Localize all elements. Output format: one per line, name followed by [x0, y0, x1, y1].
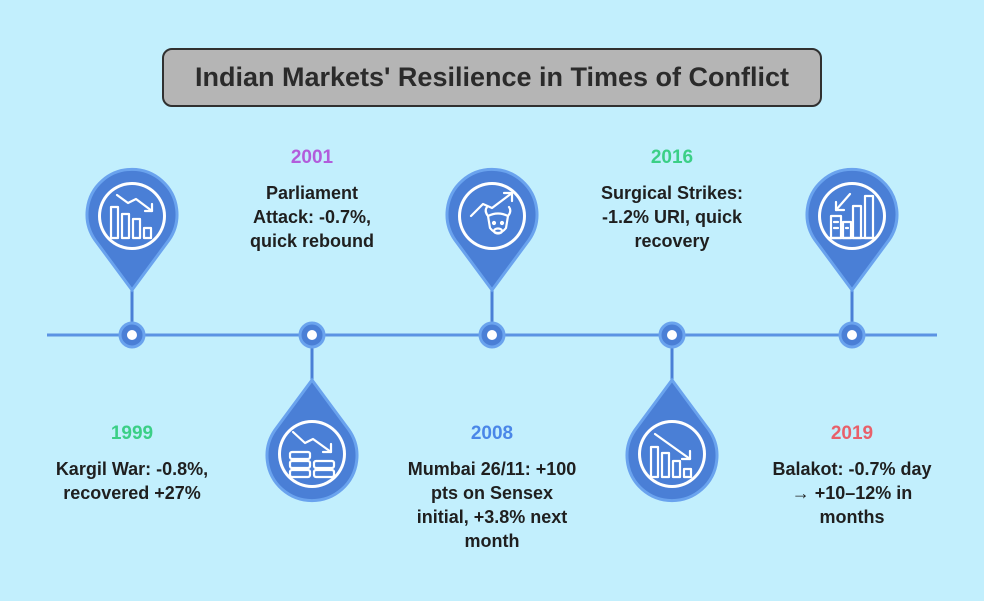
buildings-growth-icon: [827, 192, 878, 240]
marker-2016: [625, 321, 719, 503]
event-description: Surgical Strikes: -1.2% URI, quick recov…: [600, 183, 744, 251]
event-year: 2016: [650, 147, 694, 168]
event-description: Parliament Attack: -0.7%, quick rebound: [249, 183, 374, 251]
event-2001: 2001 Parliament Attack: -0.7%, quick reb…: [202, 147, 422, 253]
marker-2019: [805, 167, 899, 349]
title-box: Indian Markets' Resilience in Times of C…: [162, 48, 822, 107]
event-description: Balakot: -0.7% day → +10–12% in months: [772, 459, 932, 527]
event-description: Mumbai 26/11: +100 pts on Sensex initial…: [407, 459, 577, 551]
page-title: Indian Markets' Resilience in Times of C…: [194, 62, 790, 92]
event-2016: 2016 Surgical Strikes: -1.2% URI, quick …: [562, 147, 782, 253]
event-2019: 2019 Balakot: -0.7% day → +10–12% in mon…: [742, 423, 962, 529]
event-2008: 2008 Mumbai 26/11: +100 pts on Sensex in…: [382, 423, 602, 553]
event-year: 2019: [830, 423, 874, 444]
declining-bars-icon: [649, 432, 693, 479]
bar-chart-down-icon: [109, 193, 154, 240]
event-year: 2008: [470, 423, 514, 444]
marker-2001: [265, 321, 359, 503]
marker-2008: [445, 167, 539, 349]
event-year: 2001: [290, 147, 334, 168]
coins-down-icon: [288, 430, 336, 479]
event-year: 1999: [110, 423, 154, 444]
event-1999: 1999 Kargil War: -0.8%, recovered +27%: [22, 423, 242, 505]
event-description: Kargil War: -0.8%, recovered +27%: [55, 459, 209, 503]
bull-trend-up-icon: [469, 191, 514, 235]
marker-1999: [85, 167, 179, 349]
